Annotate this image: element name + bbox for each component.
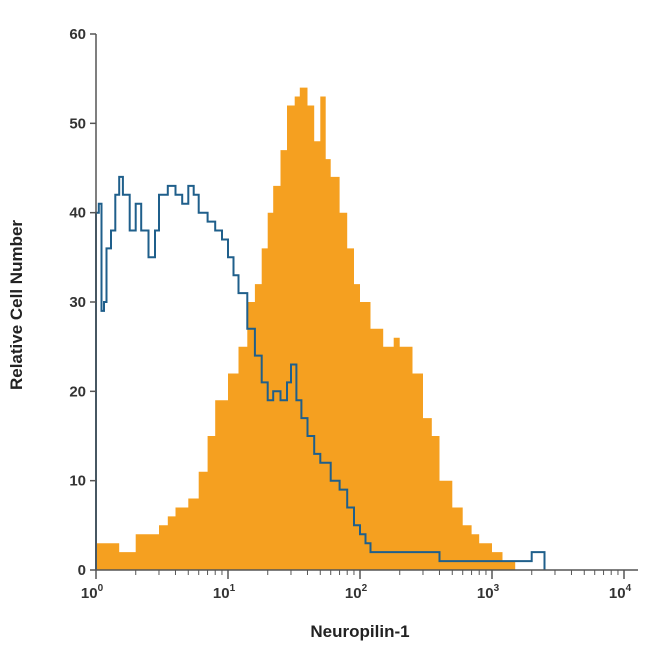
x-tick-label: 104 (609, 583, 632, 602)
x-tick-label: 101 (213, 583, 236, 602)
outline-histogram-series (95, 175, 546, 570)
filled-histogram-layer (96, 87, 516, 570)
y-tick-label: 10 (69, 473, 86, 490)
y-tick-label: 60 (69, 26, 86, 43)
y-tick-label: 40 (69, 205, 86, 222)
x-axis-title: Neuropilin-1 (310, 622, 409, 641)
filled-histogram-series (96, 87, 516, 570)
x-tick-label: 100 (81, 583, 104, 602)
y-tick-label: 30 (69, 294, 86, 311)
y-axis-title: Relative Cell Number (7, 220, 26, 390)
y-tick-label: 20 (69, 383, 86, 400)
axes-layer: 0 10 20 30 40 50 60 100 101 102 103 104 (69, 26, 638, 602)
outline-histogram-layer (95, 175, 546, 570)
y-tick-label: 50 (69, 115, 86, 132)
x-tick-label: 103 (477, 583, 500, 602)
x-tick-label: 102 (345, 583, 368, 602)
y-tick-label: 0 (78, 562, 86, 579)
